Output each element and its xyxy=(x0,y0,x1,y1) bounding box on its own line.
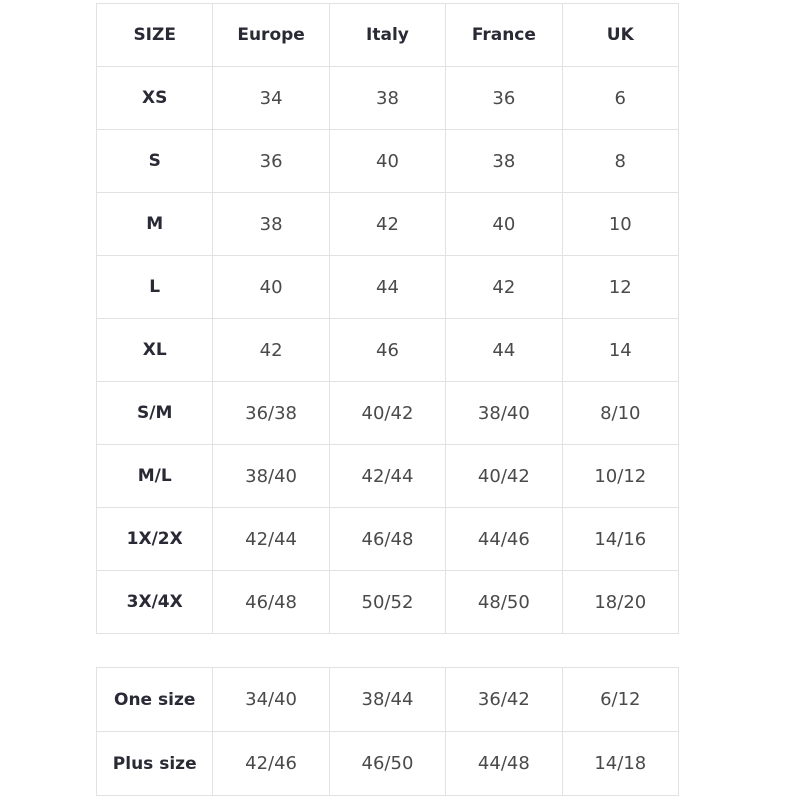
table-cell: 6 xyxy=(561,66,680,130)
row-label: S xyxy=(95,129,214,193)
column-header: Europe xyxy=(212,3,330,67)
table-row: 3X/4X 46/48 50/52 48/50 18/20 xyxy=(95,570,680,634)
table-cell: 36 xyxy=(212,129,330,193)
table-cell: 6/12 xyxy=(561,667,680,732)
table-cell: 8/10 xyxy=(561,381,680,445)
table-cell: 42 xyxy=(445,255,563,319)
table-cell: 46/50 xyxy=(328,731,447,796)
table-cell: 44/48 xyxy=(445,731,563,796)
table-cell: 36 xyxy=(445,66,563,130)
row-label: L xyxy=(95,255,214,319)
table-cell: 42/44 xyxy=(328,444,447,508)
table-cell: 10 xyxy=(561,192,680,256)
table-cell: 34 xyxy=(212,66,330,130)
table-cell: 38 xyxy=(445,129,563,193)
row-label: XL xyxy=(95,318,214,382)
table-row: M/L 38/40 42/44 40/42 10/12 xyxy=(95,444,680,508)
table-row: M 38 42 40 10 xyxy=(95,192,680,256)
size-chart-table: SIZE Europe Italy France UK XS 34 38 36 6 S 36 40 38 8… xyxy=(95,3,680,634)
table-cell: 46/48 xyxy=(328,507,447,571)
table-cell: 40 xyxy=(328,129,447,193)
table-row: 1X/2X 42/44 46/48 44/46 14/16 xyxy=(95,507,680,571)
table-row: Plus size 42/46 46/50 44/48 14/18 xyxy=(95,731,680,796)
table-cell: 44 xyxy=(445,318,563,382)
table-cell: 42 xyxy=(328,192,447,256)
table-cell: 14/16 xyxy=(561,507,680,571)
row-label: 1X/2X xyxy=(95,507,214,571)
row-label: XS xyxy=(95,66,214,130)
table-cell: 14/18 xyxy=(561,731,680,796)
row-label: 3X/4X xyxy=(95,570,214,634)
row-label: M xyxy=(95,192,214,256)
row-label: One size xyxy=(95,667,214,732)
table-cell: 50/52 xyxy=(328,570,447,634)
table-cell: 46/48 xyxy=(212,570,330,634)
table-cell: 42/44 xyxy=(212,507,330,571)
table-cell: 46 xyxy=(328,318,447,382)
table-cell: 48/50 xyxy=(445,570,563,634)
row-label: Plus size xyxy=(95,731,214,796)
table-row: L 40 44 42 12 xyxy=(95,255,680,319)
table-row: S/M 36/38 40/42 38/40 8/10 xyxy=(95,381,680,445)
table-row: XL 42 46 44 14 xyxy=(95,318,680,382)
table-cell: 18/20 xyxy=(561,570,680,634)
table-cell: 44/46 xyxy=(445,507,563,571)
table-cell: 40/42 xyxy=(328,381,447,445)
table-cell: 14 xyxy=(561,318,680,382)
column-header: SIZE xyxy=(95,3,214,67)
one-plus-size-table: One size 34/40 38/44 36/42 6/12 Plus size 42/4… xyxy=(95,667,680,796)
row-label: M/L xyxy=(95,444,214,508)
table-cell: 38 xyxy=(328,66,447,130)
table-cell: 34/40 xyxy=(212,667,330,732)
table-cell: 8 xyxy=(561,129,680,193)
table-cell: 36/42 xyxy=(445,667,563,732)
table-cell: 38/40 xyxy=(445,381,563,445)
column-header: France xyxy=(445,3,563,67)
table-cell: 42/46 xyxy=(212,731,330,796)
table-cell: 38/44 xyxy=(328,667,447,732)
table-cell: 38/40 xyxy=(212,444,330,508)
table-cell: 44 xyxy=(328,255,447,319)
table-cell: 40 xyxy=(445,192,563,256)
column-header: Italy xyxy=(328,3,447,67)
row-label: S/M xyxy=(95,381,214,445)
table-row: One size 34/40 38/44 36/42 6/12 xyxy=(95,667,680,732)
table-cell: 40/42 xyxy=(445,444,563,508)
table-cell: 10/12 xyxy=(561,444,680,508)
table-row: XS 34 38 36 6 xyxy=(95,66,680,130)
table-cell: 40 xyxy=(212,255,330,319)
table-cell: 38 xyxy=(212,192,330,256)
table-cell: 12 xyxy=(561,255,680,319)
column-header: UK xyxy=(561,3,680,67)
table-row: S 36 40 38 8 xyxy=(95,129,680,193)
header-row: SIZE Europe Italy France UK xyxy=(95,3,680,67)
table-cell: 36/38 xyxy=(212,381,330,445)
table-cell: 42 xyxy=(212,318,330,382)
